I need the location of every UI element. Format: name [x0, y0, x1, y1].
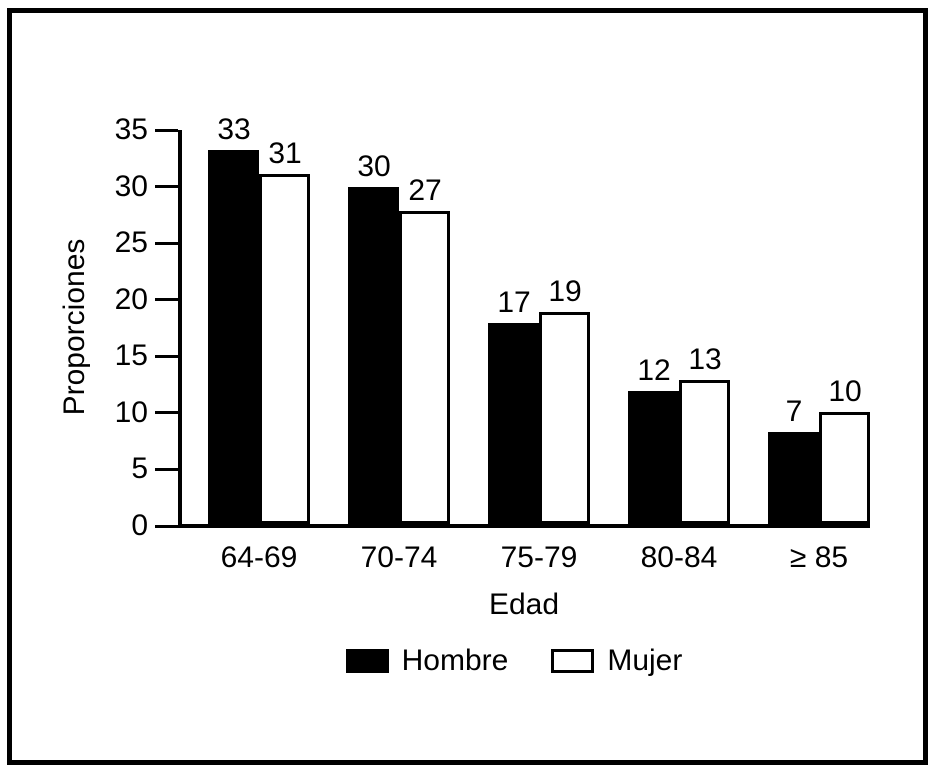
bar-hombre	[488, 323, 539, 524]
bar-value-label: 30	[357, 150, 391, 183]
x-category-label: 64-69	[220, 541, 298, 574]
bar-mujer	[399, 211, 450, 524]
bar-mujer	[679, 380, 730, 524]
y-tick-mark	[155, 468, 178, 471]
y-tick-mark	[155, 242, 178, 245]
legend-item-hombre: Hombre	[345, 644, 509, 677]
bar-value-label: 33	[217, 113, 251, 146]
y-axis-line	[178, 130, 182, 528]
legend-item-mujer: Mujer	[551, 645, 682, 677]
bar-value-label: 12	[637, 354, 671, 387]
bar-hombre	[768, 432, 819, 524]
y-tick-label: 25	[114, 226, 148, 259]
x-category-label: 75-79	[500, 541, 578, 574]
bar-hombre	[348, 187, 399, 524]
y-tick-label: 30	[114, 170, 148, 203]
y-tick-label: 20	[114, 283, 148, 316]
legend-label: Hombre	[401, 644, 509, 677]
bar-value-label: 7	[785, 395, 803, 428]
y-axis-title: Proporciones	[58, 238, 91, 416]
legend-swatch-mujer	[551, 649, 595, 673]
y-tick-mark	[155, 411, 178, 414]
bar-mujer	[819, 412, 870, 524]
x-axis-line	[178, 524, 870, 528]
legend-label: Mujer	[607, 644, 683, 677]
y-tick-label: 35	[114, 113, 148, 146]
bar-mujer	[539, 312, 590, 524]
x-category-label: 80-84	[640, 541, 718, 574]
bar-value-label: 27	[408, 174, 442, 207]
y-tick-mark	[155, 129, 178, 132]
y-tick-label: 15	[114, 339, 148, 372]
bar-value-label: 19	[548, 275, 582, 308]
bar-hombre	[628, 391, 679, 524]
bar-value-label: 31	[268, 137, 302, 170]
figure-border	[7, 8, 928, 765]
legend-swatch-hombre	[345, 649, 389, 673]
x-axis-title: Edad	[488, 588, 560, 621]
bar-mujer	[259, 174, 310, 524]
bar-value-label: 10	[828, 375, 862, 408]
bar-value-label: 17	[497, 286, 531, 319]
x-category-label: 70-74	[360, 541, 438, 574]
y-tick-mark	[155, 185, 178, 188]
bar-hombre	[208, 150, 259, 524]
y-tick-mark	[155, 525, 178, 528]
y-tick-label: 0	[131, 509, 148, 542]
y-tick-mark	[155, 355, 178, 358]
y-tick-label: 10	[114, 396, 148, 429]
legend: Hombre Mujer	[168, 645, 860, 677]
y-tick-label: 5	[131, 452, 148, 485]
y-tick-mark	[155, 298, 178, 301]
bar-value-label: 13	[688, 343, 722, 376]
x-category-label: ≥ 85	[789, 541, 849, 574]
